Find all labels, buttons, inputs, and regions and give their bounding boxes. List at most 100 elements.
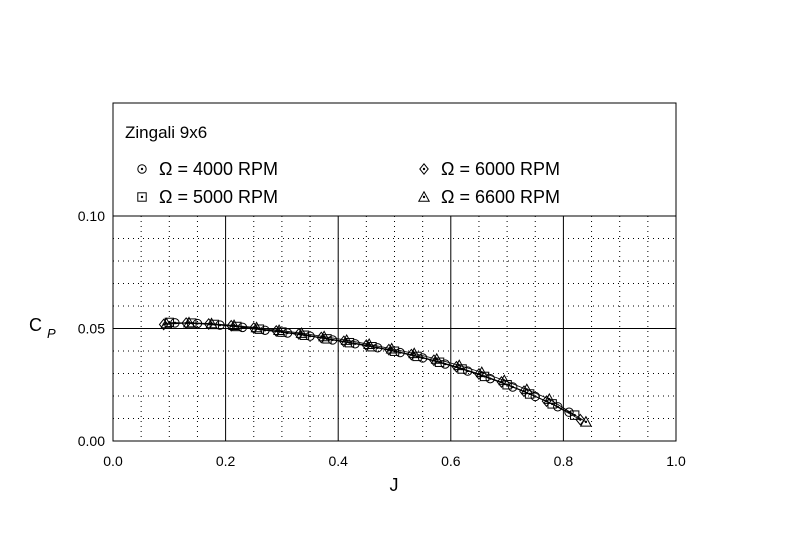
marker-outline (205, 317, 218, 329)
marker-dot (322, 335, 326, 338)
marker-outline (227, 319, 241, 331)
data-point (543, 392, 556, 404)
marker-outline (430, 352, 443, 364)
marker-outline (520, 383, 533, 395)
marker-outline (273, 324, 286, 335)
marker-dot (255, 326, 258, 329)
legend-label: Ω = 5000 RPM (159, 187, 278, 207)
marker-dot (503, 379, 506, 382)
marker-outline (164, 317, 175, 328)
marker-dot (584, 420, 588, 424)
grid-major (113, 216, 676, 441)
data-point (160, 317, 173, 329)
data-point (205, 317, 218, 329)
y-axis-label-main: C (29, 315, 42, 335)
marker-dot (140, 195, 144, 199)
marker-outline (248, 322, 259, 335)
x-axis-ticks: 0.0 0.2 0.4 0.6 0.8 1.0 (103, 453, 686, 469)
plot-frame (112, 215, 677, 442)
legend: Ω = 4000 RPM Ω = 5000 RPM Ω = 6000 RPM Ω = … (137, 159, 560, 207)
marker-outline (295, 326, 308, 338)
data-point (340, 333, 353, 345)
x-tick-label: 0.0 (103, 453, 123, 469)
legend-label: Ω = 4000 RPM (159, 159, 278, 179)
marker-dot (367, 343, 371, 346)
marker-outline (543, 392, 556, 404)
marker-outline (389, 346, 400, 356)
marker-dot (390, 347, 393, 350)
marker-dot (187, 321, 191, 324)
y-axis-label-subscript: P (47, 326, 56, 341)
legend-marker (417, 190, 431, 202)
data-point (453, 359, 466, 371)
legend-item: Ω = 6000 RPM (419, 159, 560, 179)
marker-dot (525, 388, 529, 391)
data-point (475, 366, 488, 378)
y-axis-ticks: 0.00 0.05 0.10 (78, 208, 105, 449)
marker-outline (250, 321, 263, 333)
marker-outline (569, 410, 580, 420)
x-tick-label: 0.6 (441, 453, 461, 469)
marker-dot (140, 167, 144, 171)
marker-outline (575, 413, 586, 426)
marker-outline (564, 407, 574, 417)
marker-outline (498, 374, 511, 386)
y-tick-label: 0.05 (78, 321, 105, 337)
marker-outline (453, 359, 466, 371)
legend-item: Ω = 6600 RPM (417, 187, 560, 207)
data-point (295, 326, 308, 338)
data-point (579, 415, 592, 427)
x-tick-label: 0.8 (554, 453, 574, 469)
legend-item: Ω = 4000 RPM (137, 159, 278, 179)
legend-marker (137, 192, 147, 202)
legend-item: Ω = 5000 RPM (137, 187, 278, 207)
marker-outline (318, 330, 331, 342)
legend-label: Ω = 6000 RPM (441, 159, 560, 179)
data-point (273, 324, 286, 335)
marker-outline (475, 366, 488, 378)
x-tick-label: 1.0 (666, 453, 686, 469)
y-tick-label: 0.10 (78, 208, 105, 224)
marker-dot (480, 371, 483, 374)
marker-outline (417, 190, 431, 202)
marker-outline (363, 338, 376, 349)
data-point (182, 316, 196, 328)
data-point (250, 321, 263, 333)
marker-dot (548, 397, 551, 401)
data-point (520, 383, 533, 395)
marker-outline (137, 164, 147, 174)
marker-outline (182, 316, 196, 328)
marker-outline (412, 351, 422, 362)
marker-dot (232, 324, 236, 327)
x-tick-label: 0.4 (328, 453, 348, 469)
marker-dot (458, 364, 461, 367)
marker-outline (385, 342, 398, 354)
marker-outline (579, 415, 592, 427)
data-point (498, 374, 511, 386)
marker-outline (508, 382, 518, 392)
marker-outline (440, 359, 450, 369)
marker-dot (422, 167, 426, 171)
legend-marker (137, 164, 147, 174)
legend-label: Ω = 6600 RPM (441, 187, 560, 207)
marker-outline (137, 192, 147, 202)
legend-marker (419, 163, 429, 175)
marker-dot (435, 357, 438, 361)
data-point (385, 342, 398, 354)
marker-dot (300, 332, 303, 335)
marker-outline (340, 333, 353, 345)
chart-title: Zingali 9x6 (125, 123, 207, 142)
marker-outline (419, 163, 429, 175)
marker-outline (462, 366, 473, 376)
series (160, 316, 592, 427)
marker-dot (345, 339, 348, 342)
y-tick-label: 0.00 (78, 433, 105, 449)
data-point (318, 330, 331, 342)
marker-dot (165, 322, 168, 325)
marker-outline (160, 317, 173, 329)
marker-dot (210, 322, 213, 325)
data-point (408, 347, 421, 359)
data-point (227, 319, 241, 331)
